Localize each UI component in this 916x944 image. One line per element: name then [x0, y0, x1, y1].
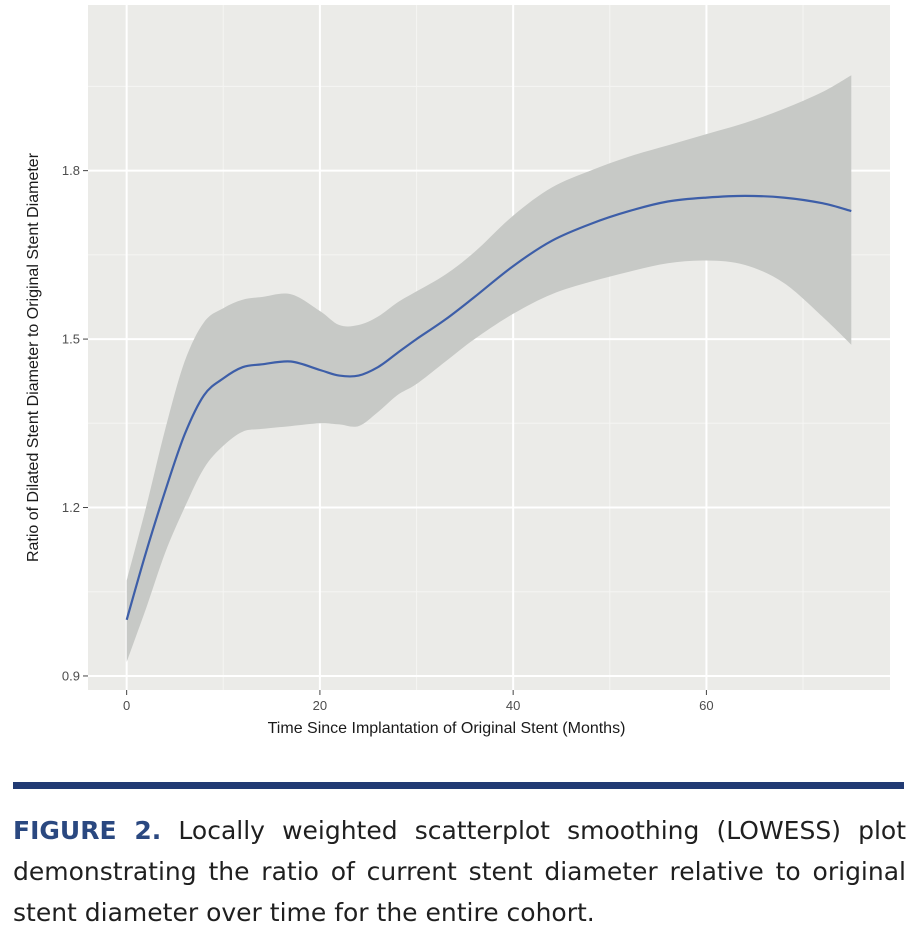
- x-axis-title: Time Since Implantation of Original Sten…: [268, 720, 626, 737]
- lowess-fit-line: [125, 194, 852, 621]
- y-tick-label: 0.9: [62, 668, 80, 683]
- y-tick-label: 1.8: [62, 163, 80, 178]
- lowess-chart: 0 20 40 60 0.9 1.2 1.5 1.8 Time Since Implantat…: [25, 5, 890, 737]
- x-tick-label: 40: [506, 698, 520, 713]
- confidence-band: [126, 75, 852, 662]
- axis-ticks: 0 20 40 60 0.9 1.2 1.5 1.8: [62, 163, 714, 713]
- y-tick-label: 1.2: [62, 500, 80, 515]
- x-tick-label: 0: [123, 698, 130, 713]
- y-axis-title: Ratio of Dilated Stent Diameter to Origi…: [25, 152, 42, 562]
- figure-caption-lead: FIGURE 2.: [13, 816, 162, 845]
- x-tick-label: 60: [699, 698, 713, 713]
- figure-caption-text: Locally weighted scatterplot smoothing (…: [13, 816, 906, 927]
- caption-divider: [13, 782, 904, 789]
- y-tick-label: 1.5: [62, 332, 80, 347]
- x-tick-label: 20: [313, 698, 327, 713]
- figure-caption: FIGURE 2. Locally weighted scatterplot s…: [13, 810, 906, 933]
